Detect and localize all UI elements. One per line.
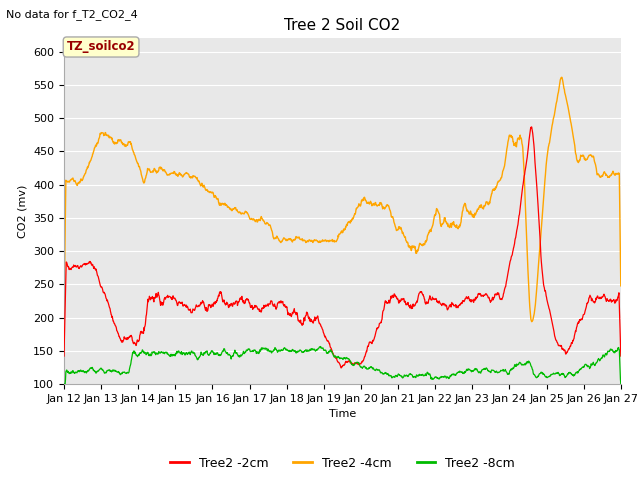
Title: Tree 2 Soil CO2: Tree 2 Soil CO2 [284, 18, 401, 33]
Y-axis label: CO2 (mv): CO2 (mv) [17, 184, 28, 238]
Text: No data for f_T2_CO2_4: No data for f_T2_CO2_4 [6, 9, 138, 20]
X-axis label: Time: Time [329, 409, 356, 419]
Text: TZ_soilco2: TZ_soilco2 [67, 40, 136, 53]
Legend: Tree2 -2cm, Tree2 -4cm, Tree2 -8cm: Tree2 -2cm, Tree2 -4cm, Tree2 -8cm [164, 452, 520, 475]
